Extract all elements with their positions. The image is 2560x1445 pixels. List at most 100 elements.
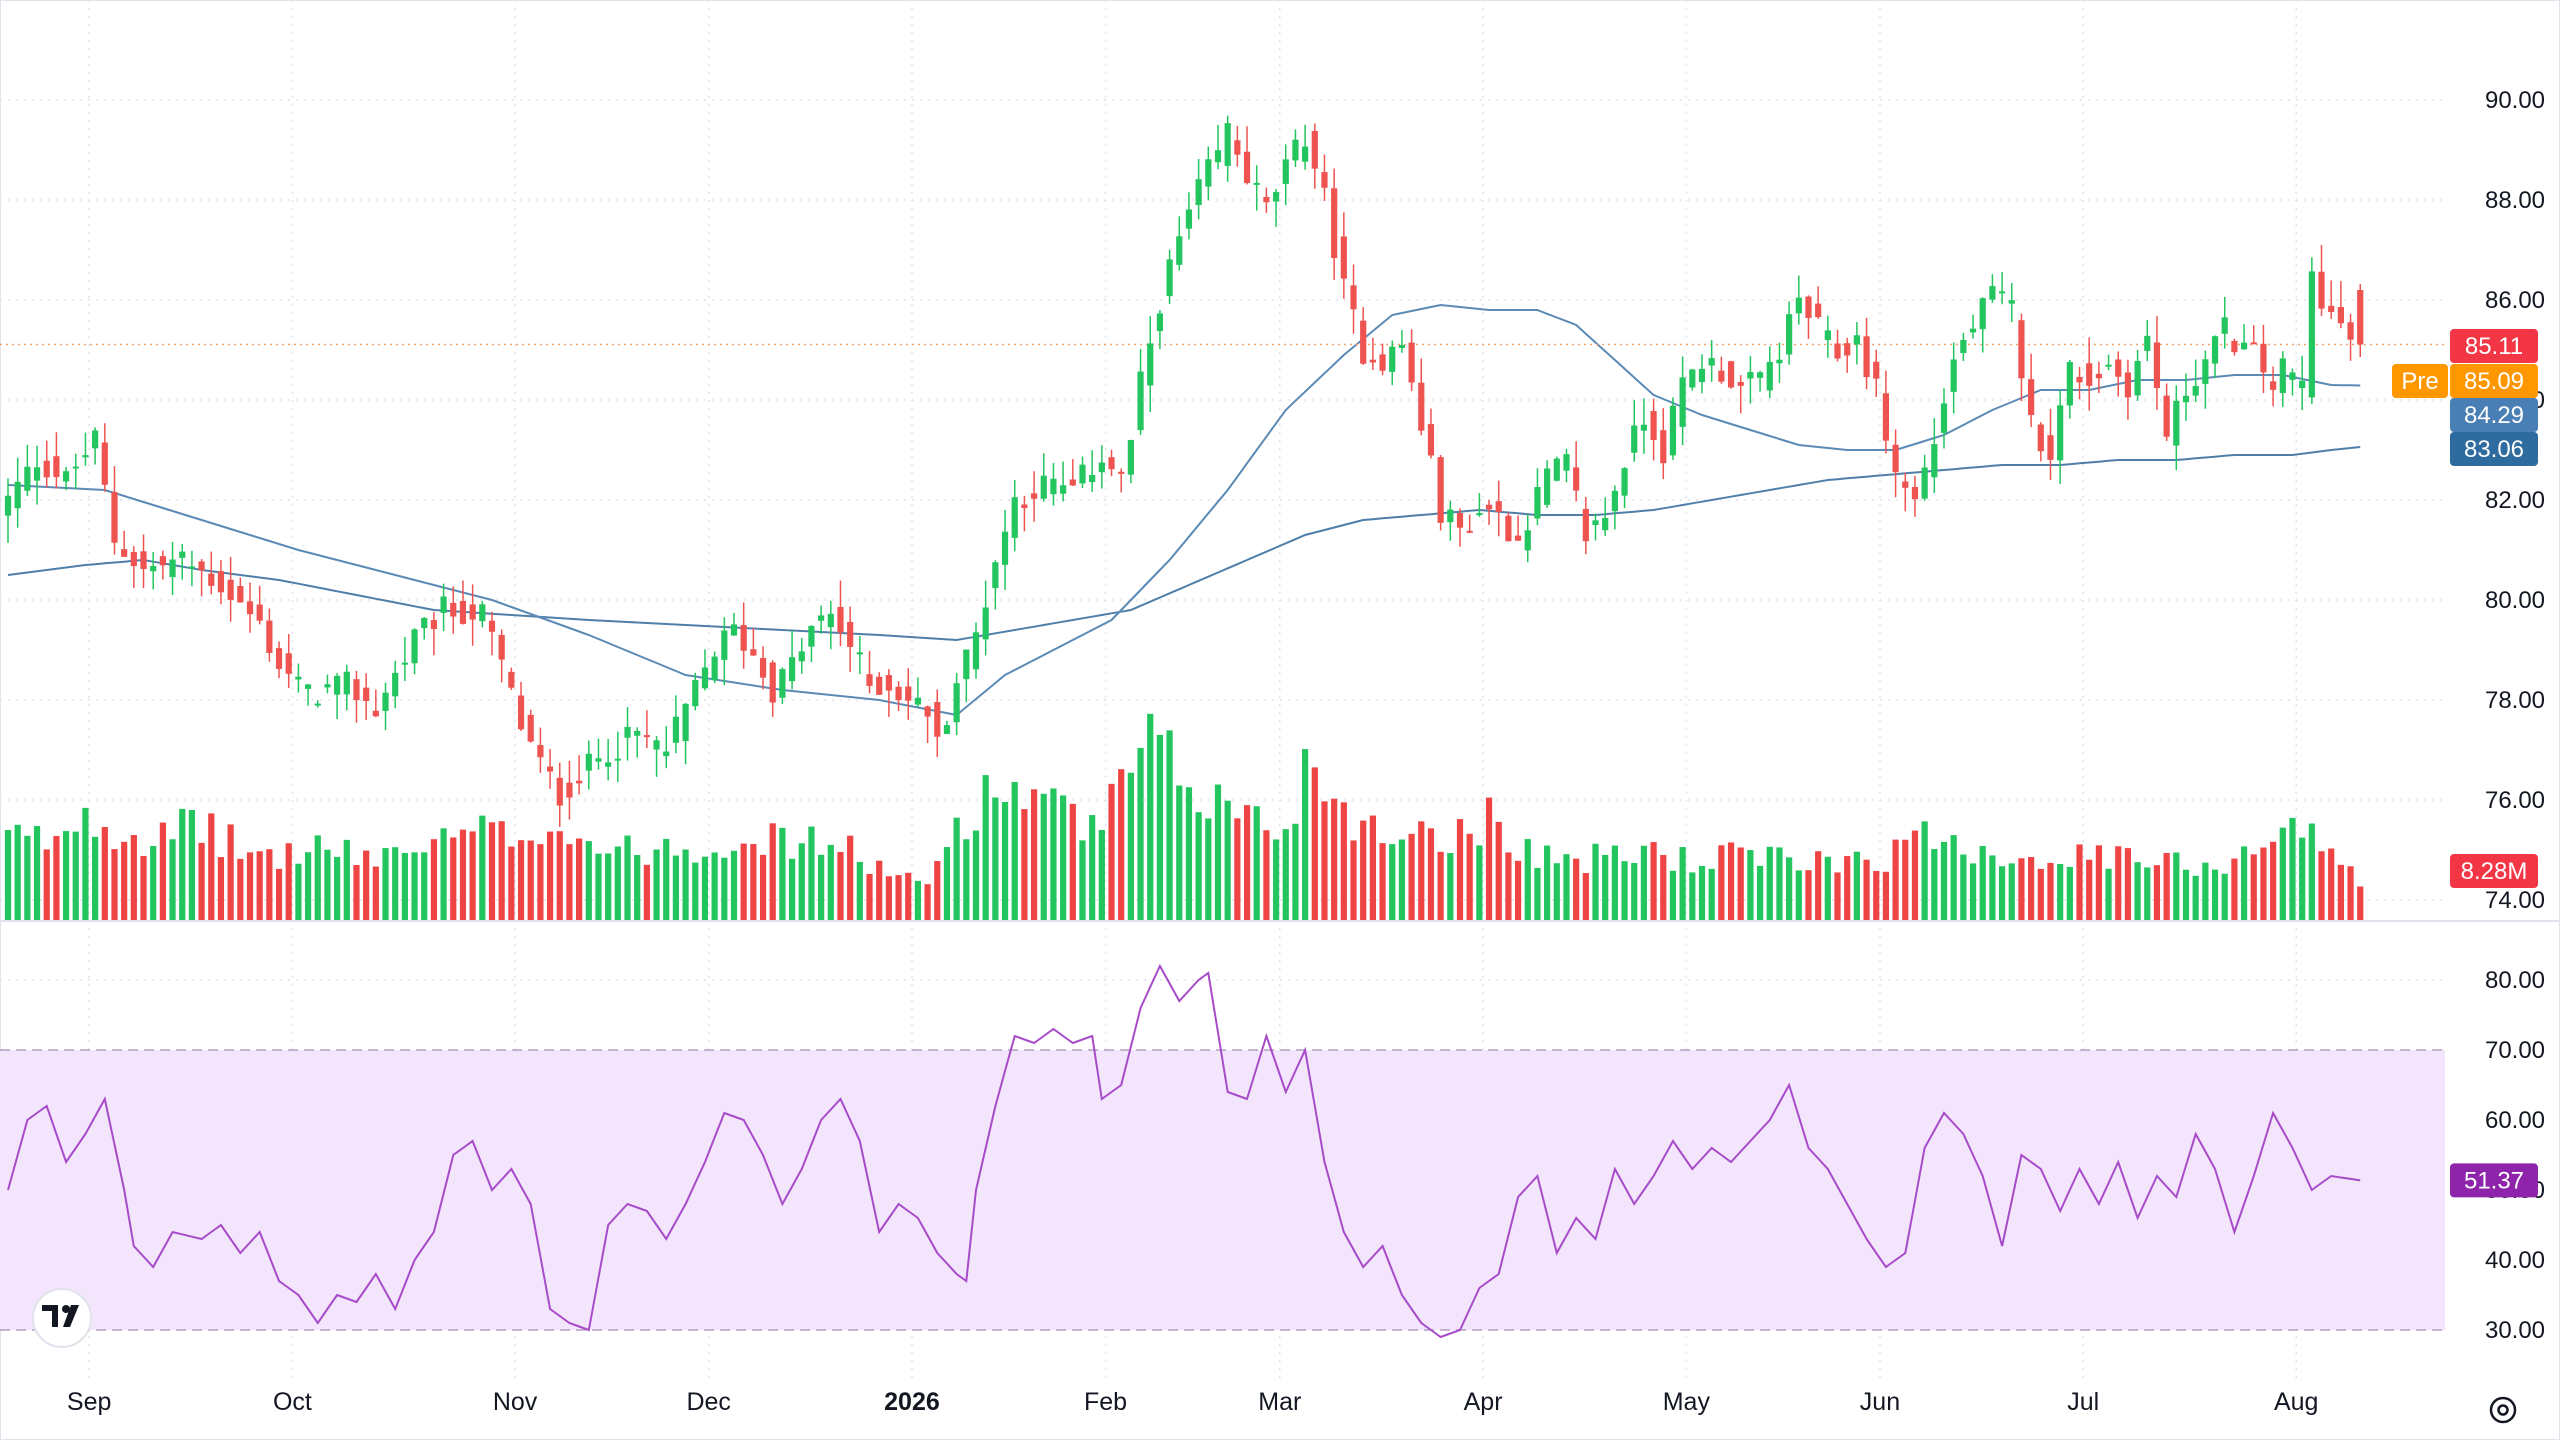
candle[interactable] (295, 663, 302, 693)
candle[interactable] (1573, 441, 1580, 502)
candle[interactable] (614, 731, 621, 783)
candle[interactable] (256, 585, 263, 625)
candle[interactable] (847, 606, 854, 673)
candle[interactable] (1253, 165, 1260, 211)
candle[interactable] (527, 709, 534, 743)
candle[interactable] (1611, 485, 1618, 530)
candle[interactable] (488, 611, 496, 656)
candle[interactable] (837, 580, 844, 647)
candle[interactable] (2182, 373, 2190, 421)
candle[interactable] (1185, 192, 1193, 240)
candle[interactable] (808, 625, 815, 663)
candle[interactable] (1456, 508, 1464, 547)
candle[interactable] (1272, 188, 1280, 227)
candle[interactable] (1360, 307, 1367, 365)
candle[interactable] (2279, 351, 2286, 407)
candle[interactable] (1001, 509, 1009, 590)
candle[interactable] (246, 582, 254, 633)
candle[interactable] (1079, 456, 1086, 488)
candle[interactable] (779, 667, 786, 704)
candle[interactable] (2270, 366, 2277, 407)
candle[interactable] (2192, 359, 2199, 402)
candle[interactable] (421, 617, 428, 640)
candle[interactable] (1243, 126, 1251, 185)
candle[interactable] (1137, 349, 1144, 435)
candle[interactable] (72, 453, 79, 489)
candle[interactable] (227, 557, 234, 622)
candle[interactable] (450, 586, 457, 634)
candle[interactable] (150, 551, 157, 590)
candle[interactable] (1398, 330, 1406, 353)
candle[interactable] (2347, 313, 2354, 361)
candle[interactable] (1379, 343, 1386, 376)
candle[interactable] (1544, 460, 1551, 508)
candle[interactable] (1369, 337, 1376, 371)
candle[interactable] (1563, 448, 1570, 483)
candle[interactable] (440, 583, 447, 632)
candle[interactable] (1311, 123, 1318, 189)
candle[interactable] (1147, 316, 1154, 413)
candle[interactable] (159, 550, 166, 580)
candle[interactable] (43, 440, 50, 488)
candle[interactable] (2163, 383, 2170, 442)
candle[interactable] (2211, 335, 2219, 379)
candle[interactable] (721, 617, 728, 686)
candle[interactable] (1485, 499, 1493, 525)
candle[interactable] (140, 534, 147, 589)
candle[interactable] (2066, 360, 2073, 419)
candle[interactable] (266, 608, 273, 662)
candle[interactable] (2076, 367, 2083, 400)
candle[interactable] (1718, 356, 1725, 384)
candle[interactable] (1389, 340, 1396, 386)
candle[interactable] (304, 684, 312, 706)
candle[interactable] (1011, 479, 1018, 552)
candle[interactable] (334, 673, 341, 720)
candle[interactable] (1795, 275, 1802, 325)
candle[interactable] (643, 710, 650, 749)
candle[interactable] (1689, 368, 1696, 391)
candle[interactable] (121, 530, 128, 557)
candle[interactable] (1824, 315, 1831, 358)
candle[interactable] (1166, 249, 1173, 305)
candle[interactable] (2337, 281, 2344, 329)
candle[interactable] (624, 707, 631, 761)
candle[interactable] (1340, 212, 1347, 299)
candle[interactable] (759, 646, 767, 690)
candle[interactable] (788, 630, 796, 690)
candle[interactable] (1844, 337, 1851, 373)
candle[interactable] (740, 602, 747, 669)
candle[interactable] (1176, 216, 1183, 271)
candle[interactable] (1214, 124, 1222, 170)
candle[interactable] (1050, 463, 1057, 506)
candle[interactable] (1476, 493, 1483, 517)
candle[interactable] (1815, 286, 1822, 319)
candle[interactable] (634, 727, 641, 758)
candle[interactable] (1534, 468, 1541, 526)
candle[interactable] (2037, 422, 2044, 462)
candle[interactable] (992, 560, 999, 610)
candle[interactable] (62, 466, 70, 491)
candle[interactable] (1098, 445, 1105, 489)
candle[interactable] (1127, 439, 1134, 484)
candle[interactable] (2095, 361, 2102, 394)
candle[interactable] (1089, 450, 1096, 492)
candle[interactable] (2144, 319, 2151, 362)
candle[interactable] (2328, 280, 2335, 319)
candle[interactable] (1756, 370, 1764, 392)
candle[interactable] (459, 580, 467, 625)
candle[interactable] (876, 672, 883, 696)
candle[interactable] (556, 762, 563, 827)
candle[interactable] (1989, 274, 1996, 303)
candle[interactable] (479, 600, 486, 628)
candle[interactable] (198, 559, 205, 597)
candle[interactable] (2202, 350, 2209, 409)
candle[interactable] (314, 700, 321, 708)
candle[interactable] (711, 651, 718, 684)
candle[interactable] (1873, 349, 1880, 397)
candle[interactable] (1679, 356, 1686, 446)
candle[interactable] (92, 427, 99, 465)
candle[interactable] (14, 457, 21, 528)
candle[interactable] (537, 727, 544, 773)
candle[interactable] (1040, 453, 1047, 502)
candle[interactable] (682, 703, 689, 765)
